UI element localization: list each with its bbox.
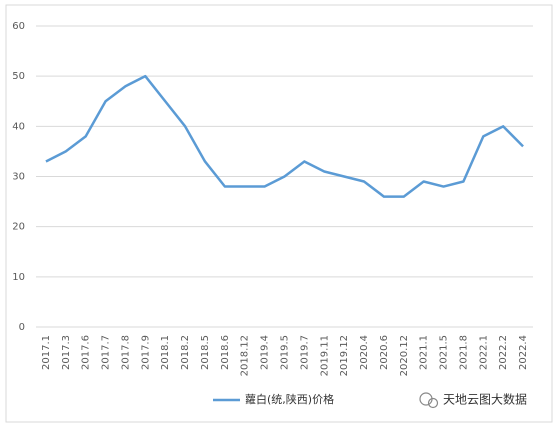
x-tick-label: 2022.1	[478, 335, 489, 370]
watermark: 天地云图大数据	[419, 392, 527, 409]
x-tick-label: 2017.3	[61, 335, 72, 370]
x-tick-label: 2020.6	[379, 335, 390, 370]
y-tick-label: 50	[12, 71, 25, 82]
y-tick-label: 10	[12, 272, 25, 283]
watermark-icon	[427, 397, 439, 409]
x-tick-label: 2017.1	[41, 335, 52, 370]
x-tick-label: 2019.12	[339, 335, 350, 376]
x-tick-label: 2020.12	[399, 335, 410, 376]
x-tick-label: 2020.4	[359, 335, 370, 370]
y-tick-label: 20	[12, 222, 25, 233]
x-tick-label: 2022.4	[518, 335, 529, 370]
x-tick-label: 2018.5	[200, 335, 211, 370]
x-tick-label: 2017.8	[120, 335, 131, 370]
x-tick-label: 2017.6	[81, 335, 92, 370]
y-tick-label: 60	[12, 21, 25, 32]
watermark-text: 天地云图大数据	[443, 392, 527, 407]
line-series	[45, 74, 524, 198]
x-tick-label: 2021.8	[458, 335, 469, 370]
chart-frame	[5, 4, 553, 423]
x-tick-label: 2017.7	[101, 335, 112, 370]
x-tick-label: 2019.5	[280, 335, 291, 370]
x-tick-label: 2018.12	[240, 335, 251, 376]
x-tick-label: 2021.5	[439, 335, 450, 370]
y-tick-label: 0	[19, 322, 25, 333]
x-tick-label: 2021.1	[419, 335, 430, 370]
x-tick-label: 2018.6	[220, 335, 231, 370]
x-tick-label: 2022.2	[498, 335, 509, 370]
legend-label: 蘿白(统,陕西)价格	[245, 392, 334, 406]
x-tick-label: 2017.9	[140, 335, 151, 370]
y-tick-label: 40	[12, 121, 25, 132]
x-tick-label: 2018.1	[160, 335, 171, 370]
x-tick-label: 2019.7	[299, 335, 310, 370]
x-tick-label: 2019.4	[260, 335, 271, 370]
x-tick-label: 2019.11	[319, 335, 330, 376]
x-tick-label: 2018.2	[180, 335, 191, 370]
y-tick-label: 30	[12, 172, 25, 183]
